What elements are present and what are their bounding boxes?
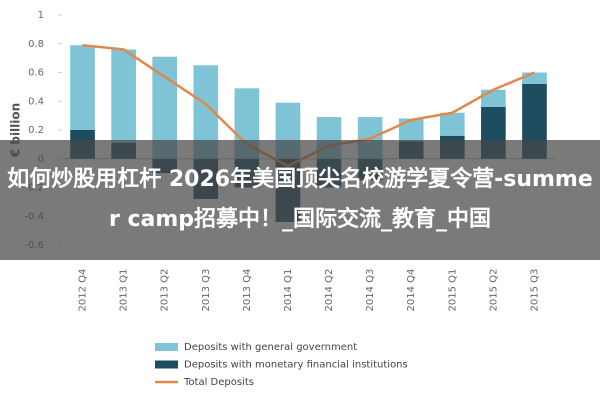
bar bbox=[111, 49, 136, 143]
y-tick-label: 0.8 bbox=[28, 39, 44, 50]
legend-label: Total Deposits bbox=[183, 377, 254, 388]
x-tick-label: 2013 Q2 bbox=[160, 269, 171, 312]
x-tick-label: 2014 Q1 bbox=[283, 269, 294, 312]
bar bbox=[398, 118, 424, 142]
x-tick-label: 2013 Q3 bbox=[201, 269, 212, 312]
x-tick-label: 2014 Q3 bbox=[365, 269, 376, 312]
bar bbox=[522, 72, 547, 84]
legend-swatch bbox=[155, 360, 178, 369]
x-tick-label: 2014 Q4 bbox=[406, 269, 417, 312]
x-tick-label: 2013 Q4 bbox=[242, 269, 253, 312]
x-tick-label: 2013 Q1 bbox=[119, 269, 130, 312]
x-tick-label: 2012 Q4 bbox=[78, 269, 89, 312]
bar bbox=[70, 45, 95, 130]
legend-swatch bbox=[155, 343, 178, 351]
overlay-caption: 如何炒股用杠杆 2026年美国顶尖名校游学夏令营-summer camp招募中！… bbox=[0, 140, 600, 260]
bar bbox=[481, 89, 506, 107]
x-tick-label: 2015 Q2 bbox=[488, 269, 499, 312]
legend-label: Deposits with general government bbox=[184, 342, 357, 353]
legend-label: Deposits with monetary financial institu… bbox=[184, 360, 408, 371]
y-tick-label: 1 bbox=[38, 10, 44, 21]
y-tick-label: 0.4 bbox=[28, 96, 44, 107]
x-tick-label: 2014 Q2 bbox=[324, 269, 335, 312]
bar bbox=[439, 112, 465, 136]
y-tick-label: 0.2 bbox=[28, 125, 44, 136]
y-tick-label: 0.6 bbox=[28, 68, 44, 79]
x-tick-label: 2015 Q3 bbox=[529, 269, 540, 312]
x-tick-label: 2015 Q1 bbox=[447, 269, 458, 312]
